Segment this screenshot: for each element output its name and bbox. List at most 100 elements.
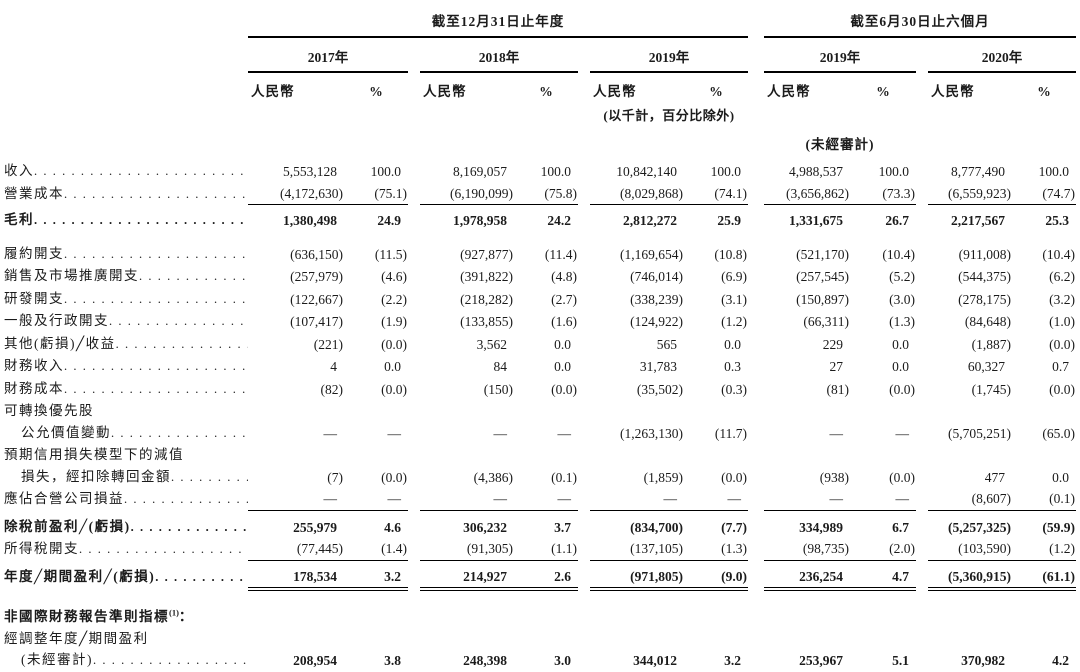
percent-value: — [387, 425, 402, 441]
percent-value: 100.0 [1038, 164, 1070, 179]
rmb-value: 60,327 [967, 359, 1005, 374]
rmb-value: (84,648) [964, 314, 1011, 329]
rmb-value: (5,257,325) [948, 519, 1011, 535]
percent-value: 0.3 [724, 359, 741, 374]
rmb-value: 565 [656, 336, 677, 352]
column-gap [748, 488, 764, 511]
rmb-value: (1,859) [643, 469, 683, 485]
row-label: 預期信用損失模型下的減值 [4, 444, 248, 466]
column-gap [408, 538, 420, 561]
rmb-value: 229 [822, 336, 843, 352]
rmb-value: 1,331,675 [789, 213, 843, 228]
column-gap [578, 333, 590, 356]
column-gap [578, 183, 590, 206]
table-row: 其他(虧損)╱收益 (221) (0.0) 3,562 0.0 565 0.0 229 0.0 (… [4, 333, 1076, 356]
percent-value: 3.8 [384, 653, 401, 668]
dot-leader [109, 311, 248, 333]
column-gap [748, 649, 764, 672]
rmb-value: (107,417) [290, 314, 343, 329]
unaudited-note: (未經審計) [805, 137, 875, 152]
table-row: 非國際財務報告準則指標(1)： [4, 606, 1076, 628]
row-label-text: 經調整年度╱期間盈利 [4, 630, 149, 646]
year-2017-header: 2017年 [248, 38, 408, 73]
table-row: 所得稅開支 (77,445)(1.4) (91,305)(1.1) (137,105)… [4, 538, 1077, 561]
column-gap [748, 265, 764, 288]
rmb-value: 4 [330, 359, 337, 374]
column-gap [916, 516, 928, 539]
percent-value: (0.0) [889, 381, 915, 397]
percent-value: (0.0) [381, 336, 407, 352]
row-label-text: 研發開支 [4, 290, 64, 306]
column-gap [916, 355, 928, 378]
year-2019-interim-header: 2019年 [764, 38, 916, 73]
rmb-value: — [590, 488, 684, 511]
table-row: 損失，經扣除轉回金額 (7) (0.0) (4,386) (0.1) (1,859) (0.… [4, 466, 1076, 489]
column-gap [916, 333, 928, 356]
row-label: 可轉換優先股 [4, 400, 248, 422]
rmb-value: (3,656,862) [764, 183, 850, 205]
column-gap [916, 488, 928, 511]
table-row: 一般及行政開支 (107,417) (1.9) (133,855) (1.6) (124,… [4, 310, 1076, 333]
row-label: 毛利 [4, 209, 248, 232]
rmb-value: (77,445) [248, 538, 344, 561]
percent-value: 0.7 [1052, 359, 1070, 374]
rmb-value: 477 [984, 469, 1005, 485]
dot-leader [111, 423, 248, 445]
column-gap [916, 378, 928, 401]
percent-value: (3.0) [889, 291, 915, 307]
column-gap [916, 265, 928, 288]
percent-value: 0.0 [384, 359, 401, 374]
dot-leader [64, 356, 248, 378]
percent-value: 25.3 [1045, 213, 1070, 228]
year-2020-interim-header: 2020年 [928, 38, 1077, 73]
row-label: 公允價值變動 [4, 422, 248, 445]
row-label-text: 預期信用損失模型下的減值 [4, 447, 184, 462]
rmb-value: (544,375) [958, 269, 1011, 284]
percent-value: 3.0 [554, 653, 571, 668]
currency-label: 人民幣 [593, 84, 637, 99]
currency-label: 人民幣 [767, 84, 811, 99]
column-gap [578, 160, 590, 183]
percent-value: 3.2 [724, 653, 741, 668]
rmb-value: 2,217,567 [951, 213, 1005, 228]
rmb-value: (4,386) [473, 469, 513, 485]
table-row: 財務成本 (82) (0.0) (150) (0.0) (35,502) (0.3) (81)… [4, 378, 1076, 401]
column-gap [578, 288, 590, 311]
percent-value: 4.6 [384, 519, 401, 535]
column-gap [578, 310, 590, 333]
rmb-value: (938) [819, 469, 849, 485]
percent-value: — [514, 488, 578, 511]
rmb-value: (6,559,923) [928, 183, 1012, 205]
rmb-value: (150) [483, 381, 513, 397]
row-label: 營業成本 [4, 183, 248, 206]
dot-leader [131, 517, 248, 539]
percent-value: 100.0 [710, 164, 741, 179]
row-label-text: 年度╱期間盈利╱(虧損) [4, 568, 156, 584]
column-gap [916, 243, 928, 266]
table-row: 研發開支 (122,667) (2.2) (218,282) (2.7) (338,239… [4, 288, 1076, 311]
year-2018-header: 2018年 [420, 38, 578, 73]
column-gap [408, 516, 420, 539]
rmb-value: (66,311) [803, 314, 849, 329]
column-gap [748, 288, 764, 311]
percent-value: — [557, 425, 572, 441]
row-label: 財務成本 [4, 378, 248, 401]
row-label: 所得稅開支 [4, 538, 248, 561]
percent-value: (74.7) [1012, 183, 1077, 205]
column-gap [578, 538, 590, 561]
dot-leader [139, 266, 248, 288]
column-gap [578, 355, 590, 378]
percent-value: (10.4) [1042, 246, 1076, 262]
column-gap [408, 488, 420, 511]
rmb-value: (5,705,251) [948, 425, 1011, 441]
rmb-value: (103,590) [928, 538, 1012, 561]
percent-value: (59.9) [1042, 519, 1076, 535]
currency-label: 人民幣 [931, 84, 975, 99]
percent-value: (1.6) [551, 314, 577, 329]
row-label-text: 財務收入 [4, 358, 64, 373]
rmb-value: (636,150) [290, 246, 343, 262]
rmb-value: 306,232 [463, 519, 507, 535]
percent-value: (0.1) [1012, 488, 1077, 511]
column-gap [408, 566, 420, 589]
percent-value: (0.0) [1049, 381, 1076, 397]
